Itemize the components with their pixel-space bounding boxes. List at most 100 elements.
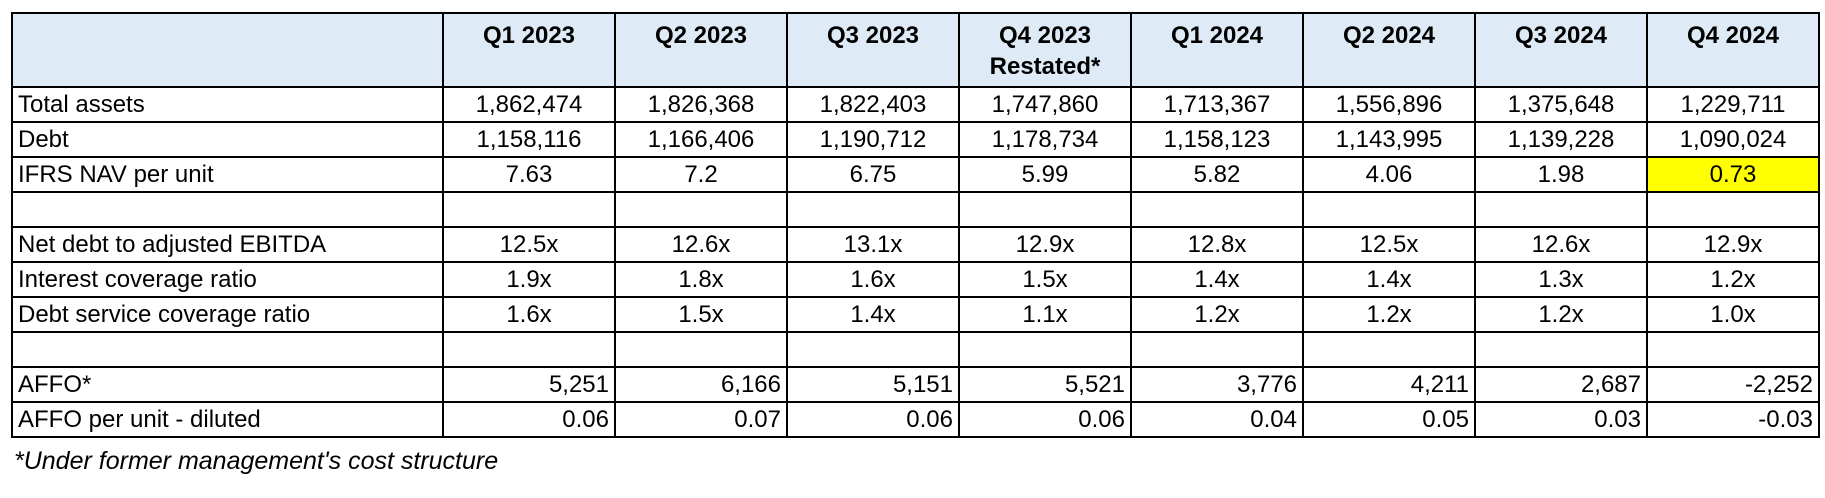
spacer-cell bbox=[442, 191, 616, 228]
spacer-cell bbox=[614, 331, 788, 368]
spacer-cell bbox=[1130, 331, 1304, 368]
quarterly-financials-table: Q1 2023 Q2 2023 Q3 2023 Q4 2023 Restated* Q1 … bbox=[11, 12, 1820, 438]
row-label: Debt bbox=[11, 121, 444, 158]
column-header: Q4 2023 Restated* bbox=[958, 12, 1132, 88]
row-label: Debt service coverage ratio bbox=[11, 296, 444, 333]
value-cell: 2,687 bbox=[1474, 366, 1648, 403]
value-cell: 4,211 bbox=[1302, 366, 1476, 403]
value-cell: -2,252 bbox=[1646, 366, 1820, 403]
value-cell: 1,166,406 bbox=[614, 121, 788, 158]
value-cell: 1.4x bbox=[1130, 261, 1304, 298]
value-cell: 7.63 bbox=[442, 156, 616, 193]
column-header: Q3 2023 bbox=[786, 12, 960, 88]
value-cell: -0.03 bbox=[1646, 401, 1820, 438]
value-cell: 1,143,995 bbox=[1302, 121, 1476, 158]
table-row: IFRS NAV per unit 7.63 7.2 6.75 5.99 5.82 4.06… bbox=[11, 156, 1820, 193]
column-header-quarter: Q1 2023 bbox=[482, 22, 576, 49]
spacer-row bbox=[11, 191, 1820, 228]
table-row: AFFO* 5,251 6,166 5,151 5,521 3,776 4,211 2,687… bbox=[11, 366, 1820, 403]
value-cell: 1,556,896 bbox=[1302, 86, 1476, 123]
value-cell: 1,747,860 bbox=[958, 86, 1132, 123]
column-header: Q1 2024 bbox=[1130, 12, 1304, 88]
table-row: Net debt to adjusted EBITDA 12.5x 12.6x 13.… bbox=[11, 226, 1820, 263]
value-cell: 1,375,648 bbox=[1474, 86, 1648, 123]
row-label: Net debt to adjusted EBITDA bbox=[11, 226, 444, 263]
row-label: AFFO* bbox=[11, 366, 444, 403]
column-header: Q2 2023 bbox=[614, 12, 788, 88]
spacer-label-cell bbox=[11, 191, 444, 228]
row-label: Interest coverage ratio bbox=[11, 261, 444, 298]
column-header-restated-note: Restated* bbox=[989, 53, 1101, 80]
row-label: AFFO per unit - diluted bbox=[11, 401, 444, 438]
column-header: Q3 2024 bbox=[1474, 12, 1648, 88]
value-cell: 1.6x bbox=[442, 296, 616, 333]
value-cell: 13.1x bbox=[786, 226, 960, 263]
value-cell: 5,151 bbox=[786, 366, 960, 403]
value-cell: 0.06 bbox=[958, 401, 1132, 438]
spacer-cell bbox=[614, 191, 788, 228]
value-cell: 1,862,474 bbox=[442, 86, 616, 123]
value-cell: 5,521 bbox=[958, 366, 1132, 403]
value-cell: 5.99 bbox=[958, 156, 1132, 193]
highlighted-value-cell: 0.73 bbox=[1646, 156, 1820, 193]
value-cell: 1.3x bbox=[1474, 261, 1648, 298]
value-cell: 0.05 bbox=[1302, 401, 1476, 438]
value-cell: 0.06 bbox=[786, 401, 960, 438]
value-cell: 6.75 bbox=[786, 156, 960, 193]
spacer-cell bbox=[1646, 331, 1820, 368]
value-cell: 7.2 bbox=[614, 156, 788, 193]
column-header-quarter: Q4 2024 bbox=[1686, 22, 1780, 49]
value-cell: 1.2x bbox=[1474, 296, 1648, 333]
value-cell: 12.6x bbox=[1474, 226, 1648, 263]
column-header: Q1 2023 bbox=[442, 12, 616, 88]
value-cell: 3,776 bbox=[1130, 366, 1304, 403]
value-cell: 5,251 bbox=[442, 366, 616, 403]
column-header-quarter: Q3 2024 bbox=[1514, 22, 1608, 49]
value-cell: 12.5x bbox=[442, 226, 616, 263]
corner-cell bbox=[11, 12, 444, 88]
footnote: *Under former management's cost structur… bbox=[14, 447, 499, 475]
spacer-cell bbox=[1474, 331, 1648, 368]
value-cell: 1.2x bbox=[1302, 296, 1476, 333]
spacer-cell bbox=[958, 191, 1132, 228]
column-header: Q2 2024 bbox=[1302, 12, 1476, 88]
value-cell: 1.5x bbox=[614, 296, 788, 333]
value-cell: 1.4x bbox=[1302, 261, 1476, 298]
value-cell: 1.4x bbox=[786, 296, 960, 333]
spacer-cell bbox=[442, 331, 616, 368]
spacer-row bbox=[11, 331, 1820, 368]
value-cell: 1,139,228 bbox=[1474, 121, 1648, 158]
header-row: Q1 2023 Q2 2023 Q3 2023 Q4 2023 Restated* Q1 … bbox=[11, 12, 1820, 88]
value-cell: 1,229,711 bbox=[1646, 86, 1820, 123]
column-header: Q4 2024 bbox=[1646, 12, 1820, 88]
value-cell: 1.5x bbox=[958, 261, 1132, 298]
value-cell: 1,190,712 bbox=[786, 121, 960, 158]
value-cell: 1.9x bbox=[442, 261, 616, 298]
value-cell: 1.98 bbox=[1474, 156, 1648, 193]
table-row: Interest coverage ratio 1.9x 1.8x 1.6x 1.5x 1… bbox=[11, 261, 1820, 298]
row-label: Total assets bbox=[11, 86, 444, 123]
value-cell: 12.5x bbox=[1302, 226, 1476, 263]
table-row: Total assets 1,862,474 1,826,368 1,822,403 1… bbox=[11, 86, 1820, 123]
table-body: Total assets 1,862,474 1,826,368 1,822,403 1… bbox=[11, 86, 1820, 438]
table-row: AFFO per unit - diluted 0.06 0.07 0.06 0.06 0… bbox=[11, 401, 1820, 438]
spacer-cell bbox=[786, 331, 960, 368]
value-cell: 0.07 bbox=[614, 401, 788, 438]
value-cell: 1.8x bbox=[614, 261, 788, 298]
spacer-cell bbox=[1474, 191, 1648, 228]
table-row: Debt 1,158,116 1,166,406 1,190,712 1,178,734… bbox=[11, 121, 1820, 158]
table-header: Q1 2023 Q2 2023 Q3 2023 Q4 2023 Restated* Q1 … bbox=[11, 12, 1820, 88]
value-cell: 1.1x bbox=[958, 296, 1132, 333]
spacer-cell bbox=[958, 331, 1132, 368]
value-cell: 12.9x bbox=[958, 226, 1132, 263]
value-cell: 1,822,403 bbox=[786, 86, 960, 123]
spacer-cell bbox=[1302, 331, 1476, 368]
spacer-cell bbox=[1302, 191, 1476, 228]
column-header-quarter: Q2 2024 bbox=[1342, 22, 1436, 49]
spacer-cell bbox=[786, 191, 960, 228]
value-cell: 1.2x bbox=[1646, 261, 1820, 298]
spacer-label-cell bbox=[11, 331, 444, 368]
value-cell: 1,713,367 bbox=[1130, 86, 1304, 123]
value-cell: 1,158,116 bbox=[442, 121, 616, 158]
